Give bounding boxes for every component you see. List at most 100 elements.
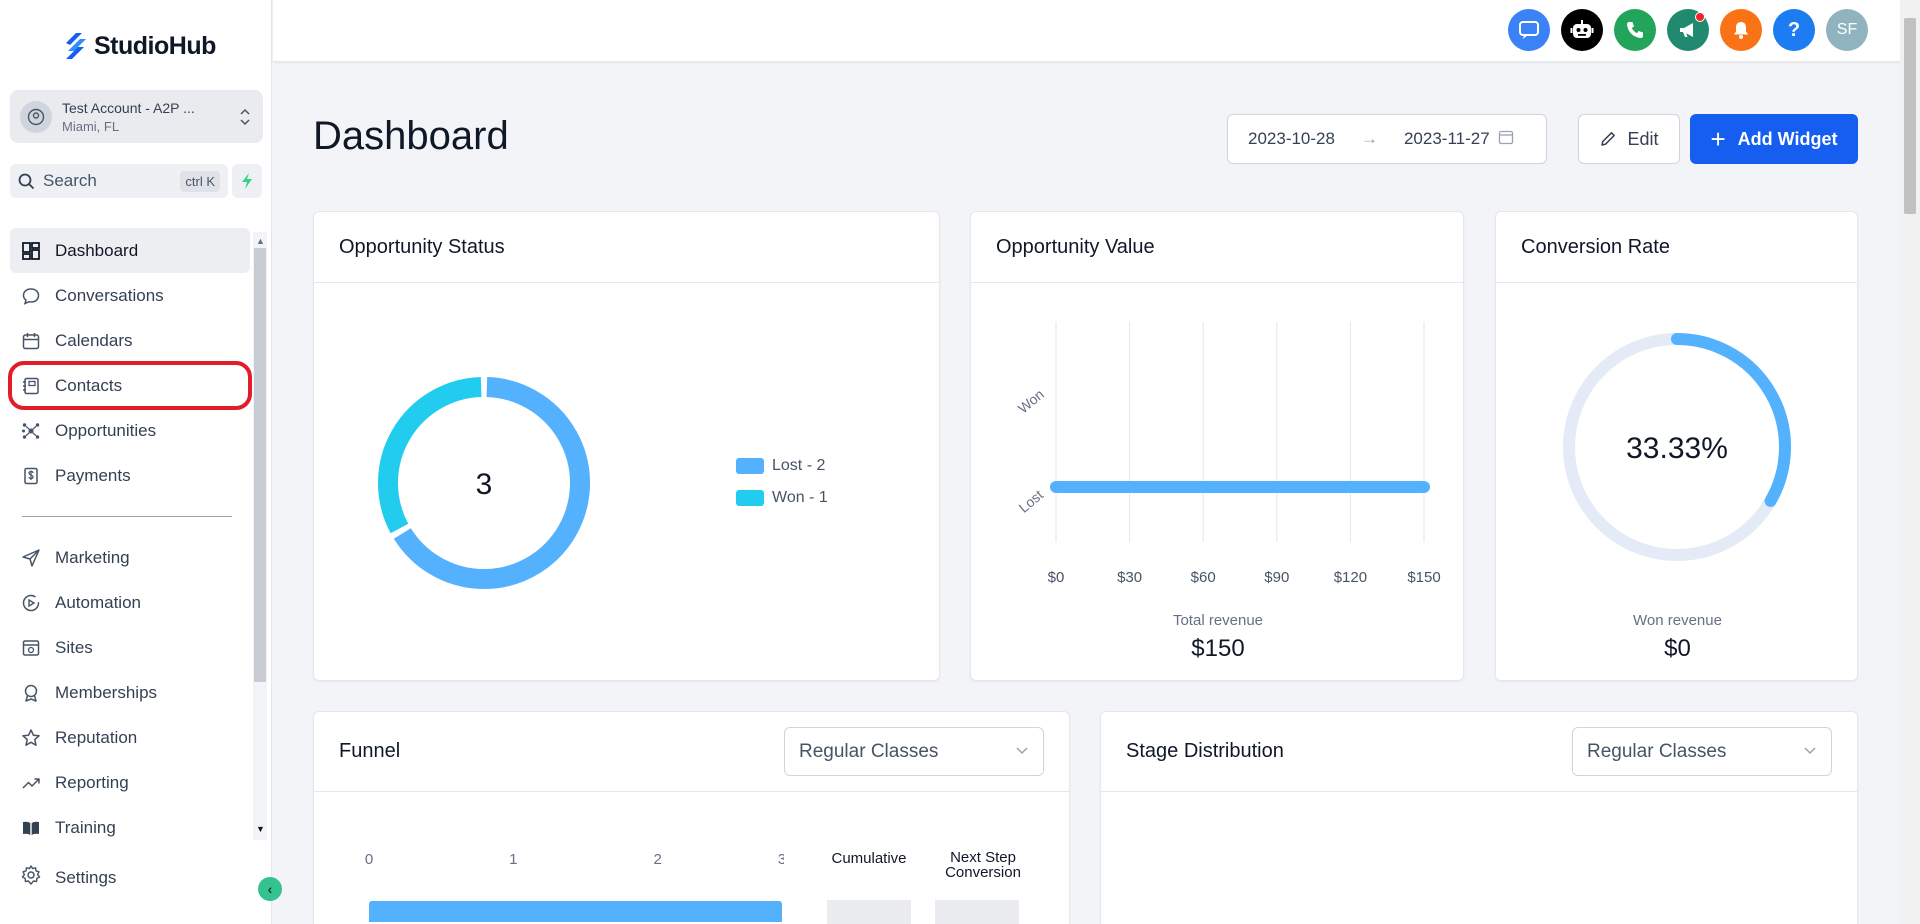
scroll-down-arrow-icon[interactable]: ▼ (256, 824, 265, 834)
sidebar: StudioHub Test Account - A2P ... Miami, … (0, 0, 272, 924)
pencil-icon (1601, 132, 1616, 146)
sidebar-scrollbar-thumb[interactable] (254, 248, 266, 682)
sidebar-item-calendars[interactable]: Calendars (10, 318, 250, 363)
paper-plane-icon (20, 547, 42, 569)
funnel-pipeline-select[interactable]: Regular Classes (784, 727, 1044, 776)
date-start: 2023-10-28 (1248, 129, 1335, 148)
x-tick-label: $90 (1264, 569, 1289, 586)
legend-item-won[interactable]: Won - 1 (736, 489, 828, 507)
sidebar-item-label: Conversations (55, 285, 164, 305)
conversion-rate-card: Conversion Rate 33.33% Won revenue $0 (1495, 211, 1858, 681)
search-shortcut: ctrl K (180, 170, 220, 192)
help-label: ? (1787, 18, 1801, 41)
sidebar-item-label: Automation (55, 592, 141, 612)
notification-dot (1695, 12, 1705, 22)
funnel-bar[interactable] (369, 901, 782, 922)
conversion-rate-value: 33.33% (1626, 432, 1728, 465)
edit-button[interactable]: Edit (1578, 114, 1680, 164)
x-tick-label: $30 (1117, 569, 1142, 586)
funnel-chart: 0 1 2 3 (365, 851, 784, 922)
sidebar-item-payments[interactable]: Payments (10, 453, 250, 498)
conversion-rate-gauge: 33.33% (1563, 333, 1791, 561)
sidebar-item-label: Marketing (55, 547, 130, 567)
donut-slice-won[interactable] (378, 377, 482, 534)
x-tick-label: 1 (509, 851, 517, 868)
user-avatar[interactable]: SF (1826, 9, 1868, 51)
help-button[interactable]: ? (1773, 9, 1815, 51)
sidebar-item-reputation[interactable]: Reputation (10, 715, 250, 760)
cumulative-cell (827, 900, 911, 924)
avatar-initials: SF (1836, 21, 1858, 38)
legend-label: Won - 1 (772, 489, 828, 506)
legend-swatch (736, 490, 764, 506)
donut-slice-lost[interactable] (393, 377, 590, 589)
y-tick-label: Won (1015, 386, 1047, 417)
logo-mark-icon (66, 33, 86, 59)
legend-item-lost[interactable]: Lost - 2 (736, 457, 828, 475)
page-scrollbar-thumb[interactable] (1904, 18, 1916, 214)
donut-center-value: 3 (476, 468, 493, 501)
megaphone-icon (1680, 23, 1693, 37)
account-switcher[interactable]: Test Account - A2P ... Miami, FL (10, 90, 263, 143)
date-range-picker[interactable]: 2023-10-28 → 2023-11-27 (1227, 114, 1547, 164)
star-icon (20, 727, 42, 749)
chat-widget-button[interactable] (1508, 9, 1550, 51)
sidebar-item-contacts[interactable]: Contacts (8, 361, 252, 410)
search-icon (18, 173, 35, 189)
add-widget-button[interactable]: + Add Widget (1690, 114, 1858, 164)
calendar-icon (20, 330, 42, 352)
sidebar-item-conversations[interactable]: Conversations (10, 273, 250, 318)
sites-icon (20, 637, 42, 659)
search-label: Search (43, 171, 97, 190)
card-title: Opportunity Value (996, 235, 1155, 258)
notifications-button[interactable] (1720, 9, 1762, 51)
sidebar-item-settings[interactable]: Settings (20, 864, 116, 891)
announcements-button[interactable] (1667, 9, 1709, 51)
sidebar-item-automation[interactable]: Automation (10, 580, 250, 625)
date-end: 2023-11-27 (1403, 129, 1490, 148)
sidebar-item-label: Opportunities (55, 420, 157, 440)
page-scrollbar[interactable] (1900, 0, 1920, 924)
gauge-arc[interactable] (1671, 333, 1791, 507)
collapse-sidebar-button[interactable]: ‹ (258, 877, 282, 901)
sidebar-scrollbar[interactable] (253, 232, 267, 840)
gear-icon (20, 864, 42, 891)
contacts-book-icon (20, 375, 42, 397)
ai-bot-button[interactable] (1561, 9, 1603, 51)
chevron-up-down-icon (237, 107, 253, 127)
sidebar-item-dashboard[interactable]: Dashboard (10, 228, 250, 273)
account-avatar (20, 100, 52, 133)
sidebar-item-label: Contacts (55, 375, 123, 395)
scroll-up-arrow-icon[interactable]: ▲ (256, 236, 265, 246)
app-logo[interactable]: StudioHub (62, 26, 216, 66)
sidebar-item-label: Memberships (55, 682, 158, 702)
sidebar-item-marketing[interactable]: Marketing (10, 535, 250, 580)
sidebar-item-opportunities[interactable]: Opportunities (10, 408, 250, 453)
sidebar-item-label: Reputation (55, 727, 138, 747)
sidebar-item-label: Settings (55, 867, 117, 887)
quick-actions-button[interactable] (232, 164, 262, 198)
automation-icon (20, 592, 42, 614)
legend-swatch (736, 458, 764, 474)
x-tick-label: $120 (1334, 569, 1367, 586)
sidebar-item-reporting[interactable]: Reporting (10, 760, 250, 805)
x-tick-label: 0 (365, 851, 373, 868)
won-revenue-label: Won revenue (1633, 612, 1722, 629)
phone-button[interactable] (1614, 9, 1656, 51)
phone-icon (1627, 22, 1643, 38)
opportunity-value-card: Opportunity Value $0 $30 $60 $90 $120 $150 Won… (970, 211, 1464, 681)
next-step-conversion-header: Next Step Conversion (945, 849, 1021, 881)
membership-badge-icon (20, 682, 42, 704)
x-tick-label: 3 (778, 851, 784, 868)
sidebar-item-training[interactable]: Training (10, 805, 250, 850)
stage-distribution-card: Stage Distribution Regular Classes (1100, 711, 1858, 924)
sidebar-item-memberships[interactable]: Memberships (10, 670, 250, 715)
sidebar-item-sites[interactable]: Sites (10, 625, 250, 670)
sidebar-item-label: Payments (55, 465, 131, 485)
card-title: Opportunity Status (339, 235, 505, 258)
search-button[interactable]: Search ctrl K (10, 164, 228, 198)
bell-icon (1734, 22, 1748, 39)
x-tick-label: $60 (1191, 569, 1216, 586)
stage-pipeline-select[interactable]: Regular Classes (1572, 727, 1832, 776)
x-tick-label: $0 (1048, 569, 1065, 586)
